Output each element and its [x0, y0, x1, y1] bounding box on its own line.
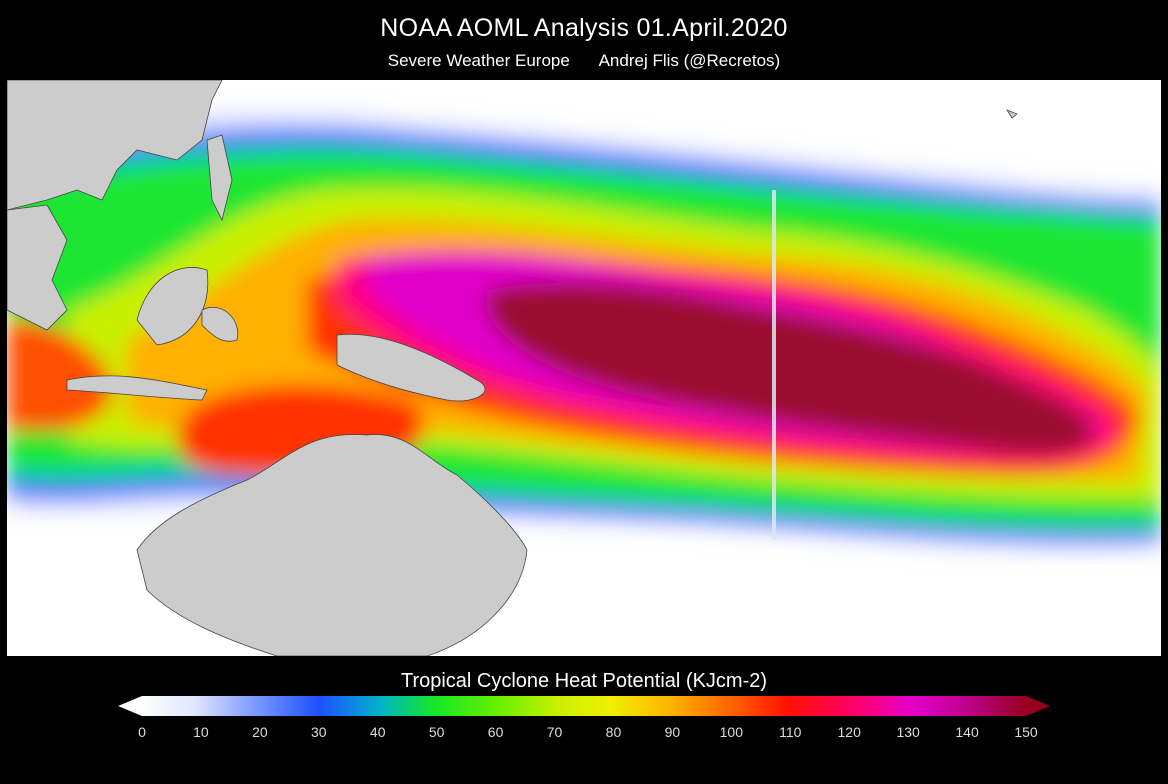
colorbar-tick-label: 140	[955, 724, 979, 740]
philippines	[206, 134, 233, 222]
chart-title: NOAA AOML Analysis 01.April.2020	[380, 14, 788, 42]
colorbar-tick-label: 110	[779, 724, 802, 740]
colorbar-min-arrow	[118, 696, 142, 716]
java	[66, 375, 208, 401]
chart-subtitle: Severe Weather Europe Andrej Flis (@Recr…	[0, 51, 1168, 71]
asia-mainland	[7, 80, 223, 211]
colorbar-tick-label: 50	[428, 724, 445, 740]
colorbar-gradient	[142, 696, 1026, 716]
map-canvas	[7, 80, 1161, 656]
indochina	[7, 204, 68, 331]
colorbar-tick-label: 0	[138, 724, 146, 740]
land-masses	[7, 80, 1018, 656]
australia	[136, 434, 528, 656]
heat-field	[7, 111, 1161, 553]
colorbar-ticks: 0 10 20 30 40 50 60 70 80 90 100 110 120 130 140 150	[0, 724, 1168, 744]
heat-potential-map	[7, 80, 1161, 656]
colorbar-tick-label: 40	[369, 724, 386, 740]
borneo	[136, 267, 209, 346]
dateline-artifact	[772, 190, 776, 540]
colorbar-tick-label: 30	[311, 724, 327, 740]
colorbar-tick-label: 80	[605, 724, 622, 740]
colorbar-tick-label: 100	[719, 724, 744, 740]
colorbar-tick-label: 90	[664, 724, 681, 740]
colorbar-tick-label: 130	[896, 724, 920, 740]
colorbar-max-arrow	[1026, 696, 1050, 716]
colorbar	[118, 696, 1050, 716]
hawaii	[1006, 109, 1018, 119]
colorbar-tick-label: 20	[252, 724, 268, 740]
colorbar-title: Tropical Cyclone Heat Potential (KJcm-2)	[400, 670, 768, 692]
subtitle-source: Severe Weather Europe	[387, 51, 570, 70]
subtitle-author: Andrej Flis (@Recretos)	[598, 51, 781, 70]
sulawesi	[201, 307, 239, 342]
colorbar-tick-label: 70	[546, 724, 563, 740]
new-guinea	[336, 333, 486, 402]
colorbar-tick-label: 120	[837, 724, 861, 740]
colorbar-tick-label: 10	[193, 724, 209, 740]
colorbar-tick-label: 150	[1014, 724, 1038, 740]
colorbar-tick-label: 60	[487, 724, 504, 740]
